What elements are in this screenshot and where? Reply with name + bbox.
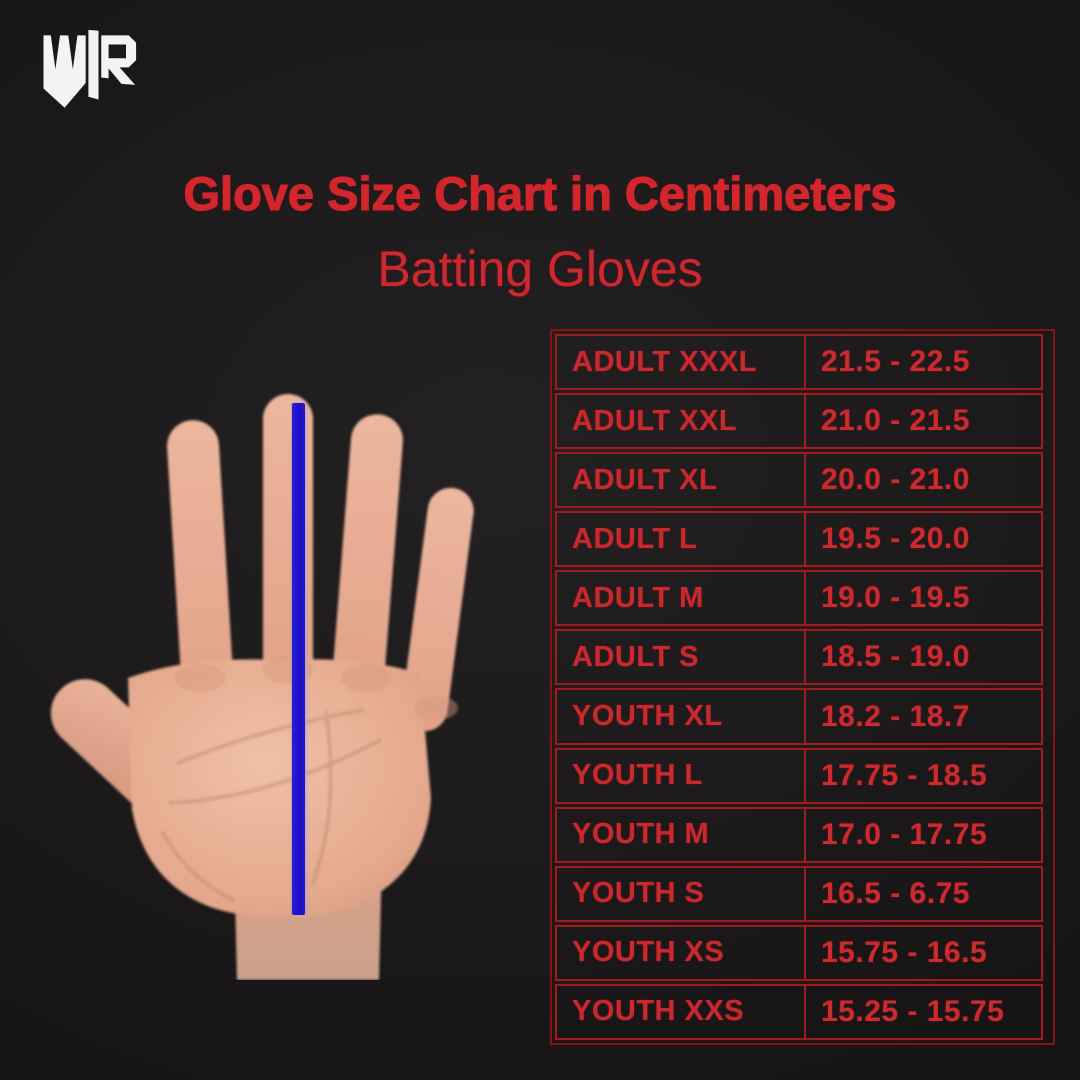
hand-image: [50, 394, 474, 980]
table-row: YOUTH L 17.75 - 18.5: [555, 747, 1043, 804]
size-label: YOUTH M: [557, 808, 806, 861]
size-label: YOUTH XS: [557, 926, 806, 979]
glove-size-table: ADULT XXXL 21.5 - 22.5 ADULT XXL 21.0 - …: [550, 329, 1055, 1045]
size-range: 20.0 - 21.0: [821, 463, 970, 497]
size-range: 21.0 - 21.5: [821, 404, 970, 438]
page-title: Glove Size Chart in Centimeters: [183, 166, 897, 220]
table-row: ADULT XXXL 21.5 - 22.5: [555, 334, 1043, 391]
size-label: ADULT S: [557, 631, 806, 684]
table-row: ADULT XXL 21.0 - 21.5: [555, 393, 1043, 450]
table-row: ADULT XL 20.0 - 21.0: [555, 452, 1043, 509]
table-row: YOUTH XS 15.75 - 16.5: [555, 924, 1043, 981]
size-range: 15.75 - 16.5: [821, 935, 988, 969]
table-row: YOUTH S 16.5 - 6.75: [555, 865, 1043, 922]
size-range: 19.5 - 20.0: [821, 522, 970, 556]
size-range: 19.0 - 19.5: [821, 581, 970, 615]
size-range: 17.0 - 17.75: [821, 817, 988, 851]
size-range: 21.5 - 22.5: [821, 345, 970, 379]
table-row: ADULT M 19.0 - 19.5: [555, 570, 1043, 627]
size-label: ADULT XXL: [557, 395, 806, 448]
size-label: ADULT L: [557, 513, 806, 566]
size-range: 18.5 - 19.0: [821, 640, 970, 674]
size-range: 18.2 - 18.7: [821, 699, 970, 733]
table-row: ADULT S 18.5 - 19.0: [555, 629, 1043, 686]
size-label: YOUTH S: [557, 867, 806, 920]
table-row: YOUTH XXS 15.25 - 15.75: [555, 983, 1043, 1040]
size-range: 15.25 - 15.75: [821, 994, 1005, 1028]
wr-logo-icon: [43, 29, 137, 108]
table-row: YOUTH M 17.0 - 17.75: [555, 806, 1043, 863]
measurement-line: [292, 403, 305, 915]
size-label: YOUTH XXS: [557, 985, 806, 1038]
size-label: ADULT XXXL: [557, 336, 806, 389]
size-label: YOUTH XL: [557, 690, 806, 743]
palm: [128, 659, 431, 919]
size-label: YOUTH L: [557, 749, 806, 802]
table-row: ADULT L 19.5 - 20.0: [555, 511, 1043, 568]
page-subtitle: Batting Gloves: [377, 241, 703, 297]
size-label: ADULT XL: [557, 454, 806, 507]
size-label: ADULT M: [557, 572, 806, 625]
size-range: 17.75 - 18.5: [821, 758, 988, 792]
size-range: 16.5 - 6.75: [821, 876, 970, 910]
table-row: YOUTH XL 18.2 - 18.7: [555, 688, 1043, 745]
